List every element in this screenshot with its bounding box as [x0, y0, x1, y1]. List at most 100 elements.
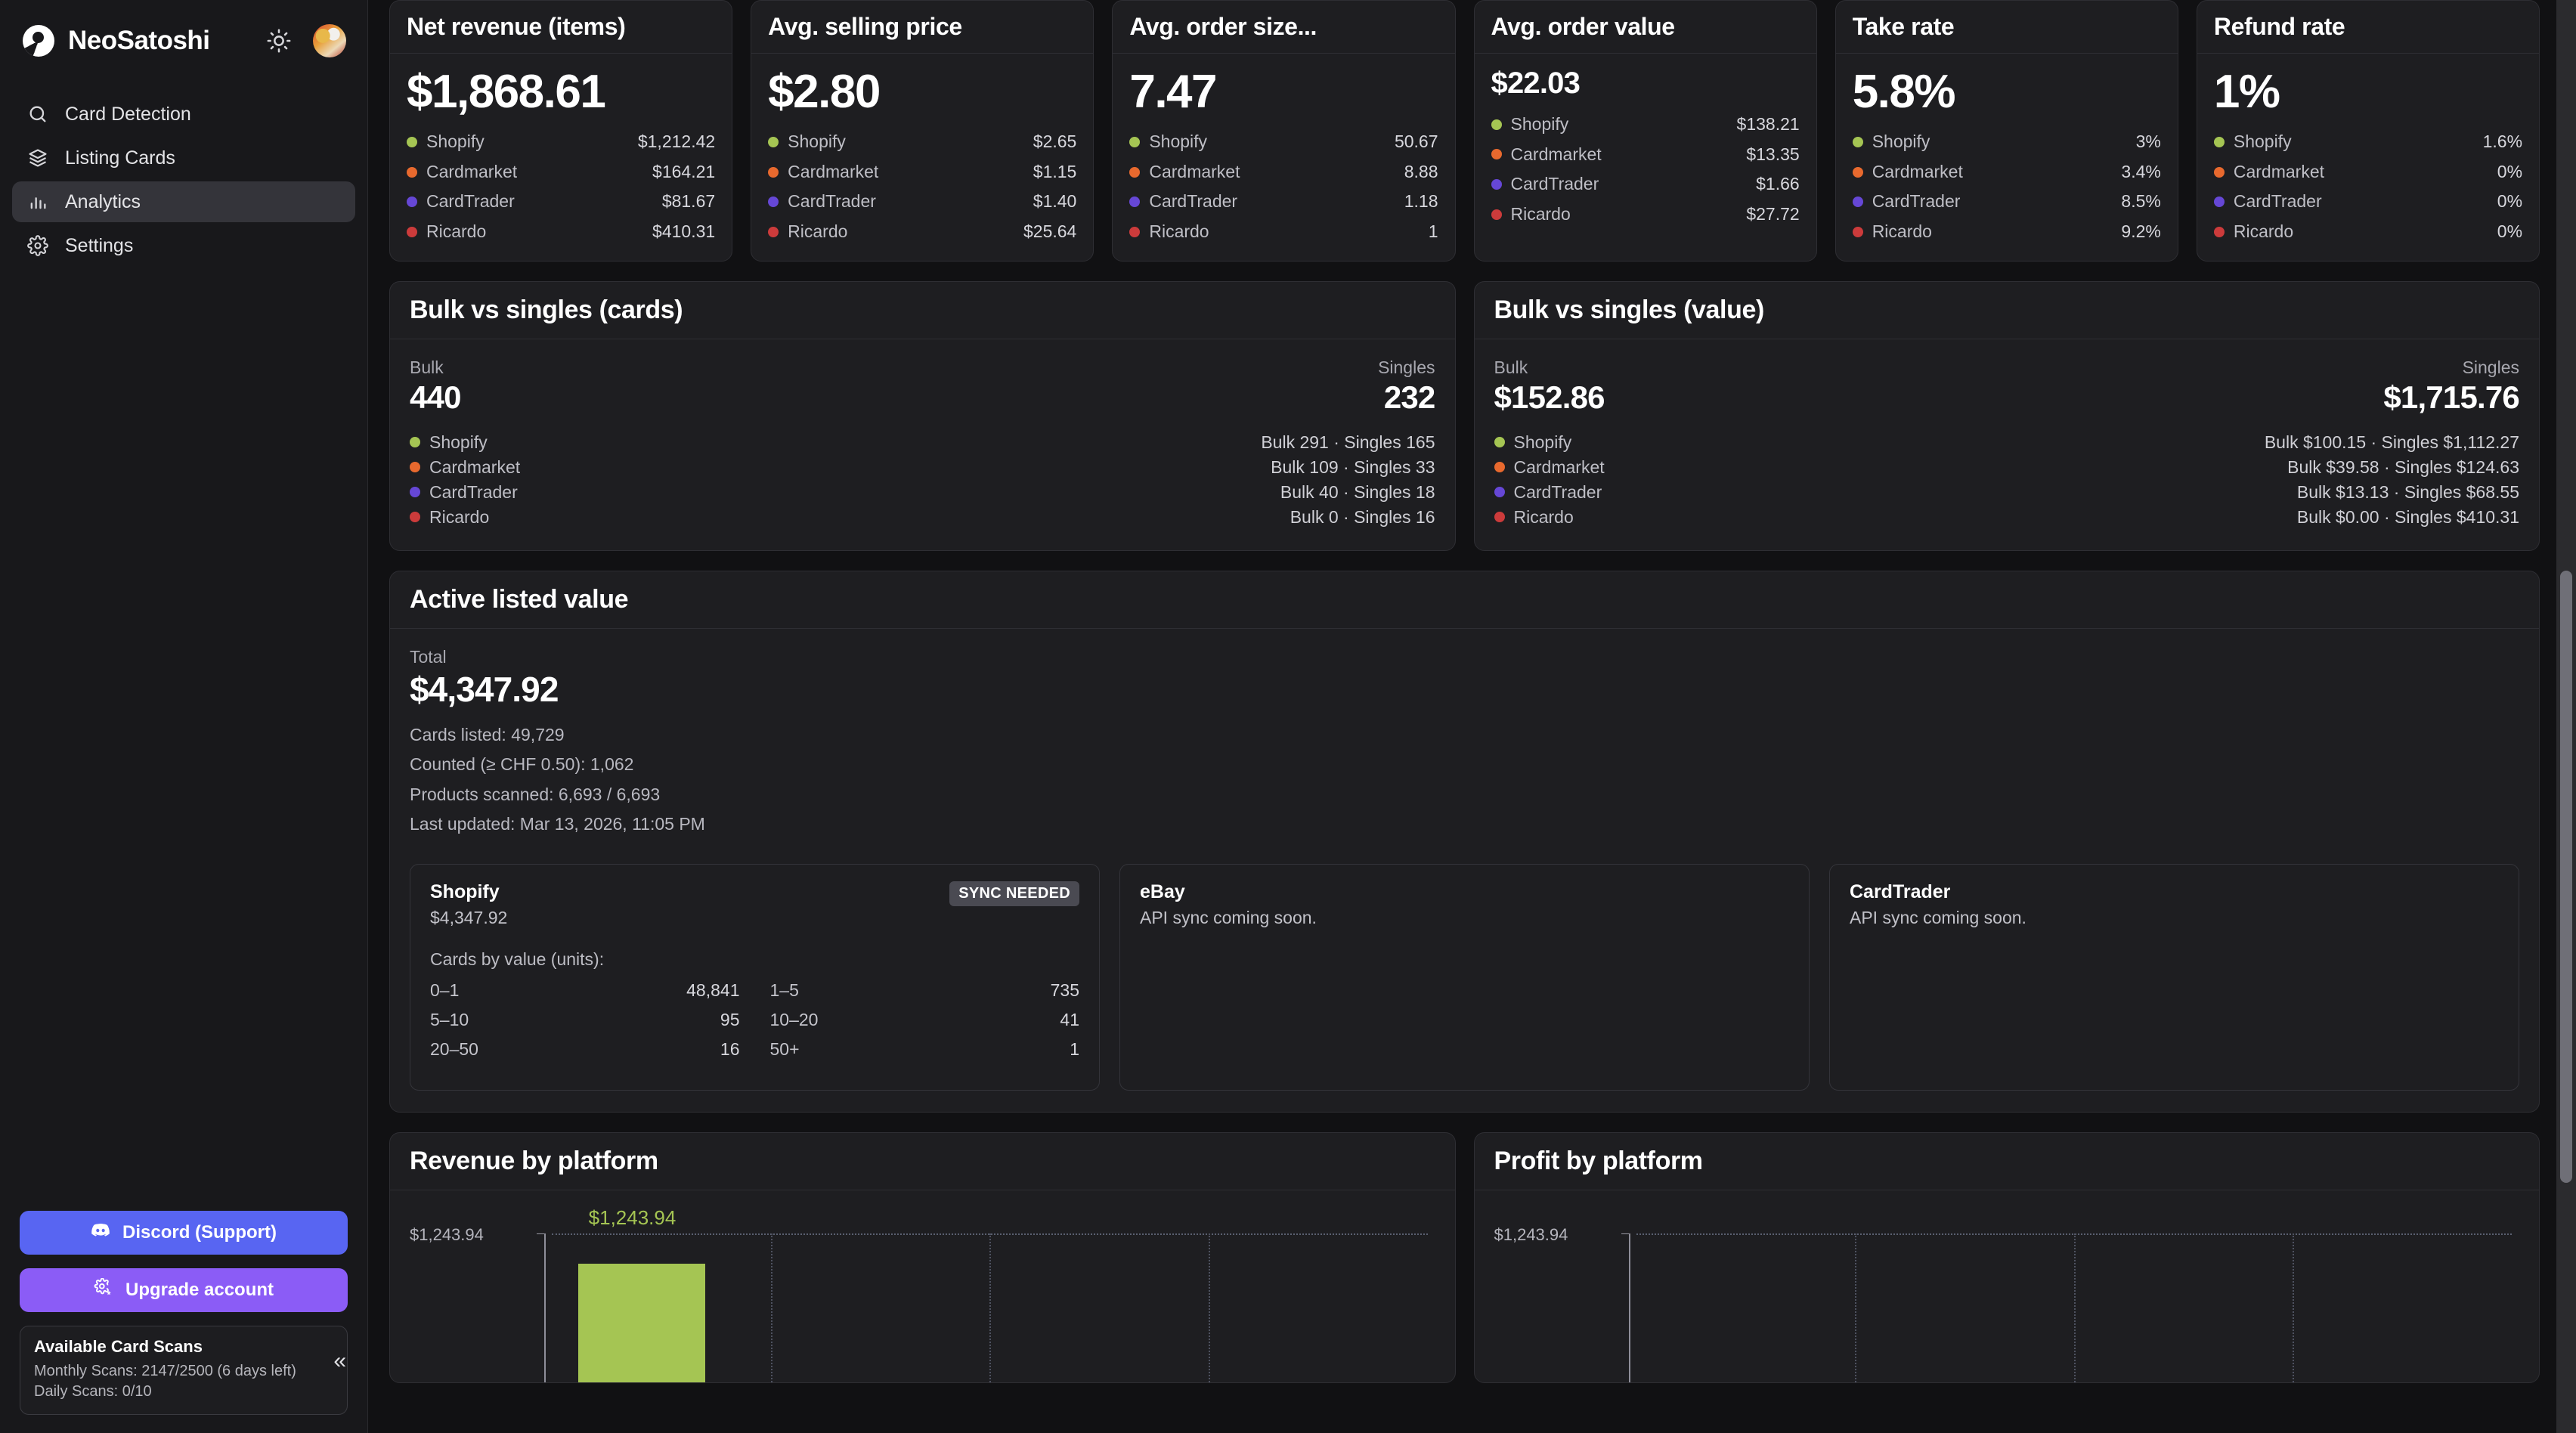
sidebar-item-analytics[interactable]: Analytics [12, 181, 355, 222]
upgrade-account-button[interactable]: Upgrade account [20, 1268, 348, 1312]
platform-name: Cardmarket [1872, 161, 1963, 181]
platform-sync-grid: Shopify $4,347.92 SYNC NEEDED Cards by valu… [410, 863, 2519, 1091]
value-count: 48,841 [686, 980, 740, 1000]
legend-dot-icon [1491, 179, 1502, 190]
y-axis-tick-mark [1621, 1233, 1629, 1234]
listing-meta-line: Counted (≥ CHF 0.50): 1,062 [410, 754, 634, 775]
platform-card-header: Shopify $4,347.92 SYNC NEEDED [430, 881, 1079, 928]
card-header: Take rate [1835, 1, 2178, 54]
kpi-breakdown-row: Ricardo 1 [1129, 218, 1438, 246]
sidebar-item-label: Listing Cards [65, 147, 175, 169]
platform-detail: Bulk 0 · Singles 16 [1290, 506, 1435, 527]
legend-dot-icon [2213, 166, 2225, 178]
bulk-vs-singles-cards-card: Bulk vs singles (cards) Bulk 440 Singles… [389, 280, 1456, 551]
discord-support-button[interactable]: Discord (Support) [20, 1211, 348, 1255]
kpi-card: Take rate 5.8% Shopify 3% Cardmarket 3.4% Card… [1834, 0, 2178, 262]
bulk-breakdown-list: Shopify Bulk $100.15 · Singles $1,112.27 C… [1494, 432, 2519, 528]
kpi-breakdown-row: Shopify $2.65 [768, 128, 1076, 156]
kpi-breakdown-row: Cardmarket $1.15 [768, 159, 1076, 186]
cards-by-value-grid: 0–1 48,841 1–5 735 5–10 95 10–20 41 20–50 16 50+ 1 [430, 980, 1079, 1060]
bulk-right-label: Singles [2462, 357, 2519, 377]
sidebar-item-card-detection[interactable]: Card Detection [12, 94, 355, 135]
legend-dot-icon [2213, 226, 2225, 237]
legend-dot-icon [768, 166, 779, 178]
kpi-breakdown-row: Cardmarket $13.35 [1491, 141, 1800, 169]
platform-name: CardTrader [2233, 191, 2322, 212]
chart-grid [1636, 1233, 2512, 1382]
legend-dot-icon [407, 166, 417, 178]
platform-detail: Bulk $0.00 · Singles $410.31 [2296, 506, 2519, 527]
sun-icon[interactable] [266, 28, 292, 54]
platform-note: API sync coming soon. [1140, 907, 1317, 927]
platform-name: Ricardo [2233, 221, 2294, 242]
platform-name: Cardmarket [788, 161, 879, 181]
legend-dot-icon [1491, 119, 1502, 130]
listing-meta-line: Products scanned: 6,693 / 6,693 [410, 784, 661, 804]
kpi-breakdown-row: Cardmarket 8.88 [1129, 159, 1438, 186]
kpi-title: Take rate [1852, 13, 1955, 40]
discord-icon [91, 1221, 110, 1246]
platform-card-header: eBay API sync coming soon. [1140, 881, 1789, 928]
y-axis-tick-mark [537, 1233, 544, 1234]
value-count: 1 [1070, 1038, 1079, 1059]
chart-bar [577, 1263, 705, 1382]
legend-dot-icon [1129, 226, 1141, 237]
platform-value: $1.40 [1033, 191, 1077, 212]
scrollbar-thumb[interactable] [2560, 571, 2572, 1183]
card-header: Avg. selling price [751, 1, 1094, 54]
kpi-value: 5.8% [1852, 66, 1956, 118]
platform-name: Ricardo [426, 221, 487, 242]
card-body: $1,243.94 $1,243.94 [390, 1190, 1455, 1382]
card-body: 7.47 Shopify 50.67 Cardmarket 8.88 CardTrader… [1113, 54, 1454, 261]
kpi-breakdown-list: Shopify 1.6% Cardmarket 0% CardTrader 0% Ricar… [2213, 128, 2522, 246]
platform-name: Shopify [1513, 432, 1572, 452]
avatar[interactable] [313, 24, 346, 57]
platform-value: 8.88 [1404, 161, 1438, 181]
platform-name: Shopify [788, 132, 846, 152]
platform-detail: Bulk 109 · Singles 33 [1271, 457, 1435, 477]
kpi-value: $1,868.61 [407, 66, 606, 118]
chart-card: Profit by platform $1,243.94 [1473, 1131, 2540, 1383]
legend-dot-icon [407, 226, 417, 237]
discord-button-label: Discord (Support) [122, 1222, 277, 1243]
cards-by-value-cell: 50+ 1 [770, 1039, 1080, 1060]
platform-name: CardTrader [1513, 481, 1602, 502]
platform-value: $13.35 [1746, 144, 1800, 164]
bulk-right: Singles $1,715.76 [2383, 357, 2519, 416]
chart-plot-area: $1,243.94 [1494, 1216, 2520, 1382]
main-scrollbar[interactable] [2556, 0, 2576, 1433]
legend-dot-icon [1494, 462, 1505, 473]
charts-row: Revenue by platform $1,243.94 $1,243.94 Pro… [389, 1131, 2540, 1383]
platform-value: $1,212.42 [637, 132, 716, 152]
listing-meta-line: Cards listed: 49,729 [410, 724, 565, 744]
chart-title: Revenue by platform [410, 1146, 658, 1175]
platform-name: Cardmarket [426, 161, 518, 181]
legend-dot-icon [410, 512, 420, 523]
collapse-sidebar-button[interactable]: « [333, 1348, 346, 1373]
card-body: $1,868.61 Shopify $1,212.42 Cardmarket $164.… [390, 54, 732, 261]
legend-dot-icon [2213, 197, 2225, 208]
platform-value: 1.18 [1404, 191, 1438, 212]
analytics-dashboard: Net revenue (items) $1,868.61 Shopify $1,21… [389, 0, 2540, 1383]
bulk-right-value: 232 [1383, 379, 1435, 415]
platform-value: $164.21 [652, 161, 716, 181]
platform-sync-card: Shopify $4,347.92 SYNC NEEDED Cards by valu… [410, 863, 1100, 1091]
platform-header-text: Shopify $4,347.92 [430, 881, 507, 928]
legend-dot-icon [1852, 166, 1863, 178]
bulk-right-value: $1,715.76 [2383, 379, 2519, 415]
main-content: Net revenue (items) $1,868.61 Shopify $1,21… [368, 0, 2576, 1433]
card-body: $2.80 Shopify $2.65 Cardmarket $1.15 CardTrad… [751, 54, 1093, 261]
value-range: 10–20 [769, 1009, 819, 1029]
kpi-card: Refund rate 1% Shopify 1.6% Cardmarket 0% Card… [2196, 0, 2540, 262]
sidebar-item-settings[interactable]: Settings [12, 225, 355, 266]
platform-value: $81.67 [661, 191, 716, 212]
legend-dot-icon [407, 197, 417, 208]
sidebar-item-listing-cards[interactable]: Listing Cards [12, 138, 355, 178]
daily-scans-text: Daily Scans: 0/10 [34, 1383, 152, 1400]
kpi-title: Net revenue (items) [407, 13, 626, 40]
chart-grid: $1,243.94 [552, 1206, 1428, 1382]
card-body: $1,243.94 [1475, 1190, 2540, 1382]
neosatoshi-logo [23, 25, 54, 57]
chart-bar-label: $1,243.94 [588, 1206, 677, 1229]
chart-plot-area: $1,243.94 $1,243.94 [410, 1206, 1435, 1382]
